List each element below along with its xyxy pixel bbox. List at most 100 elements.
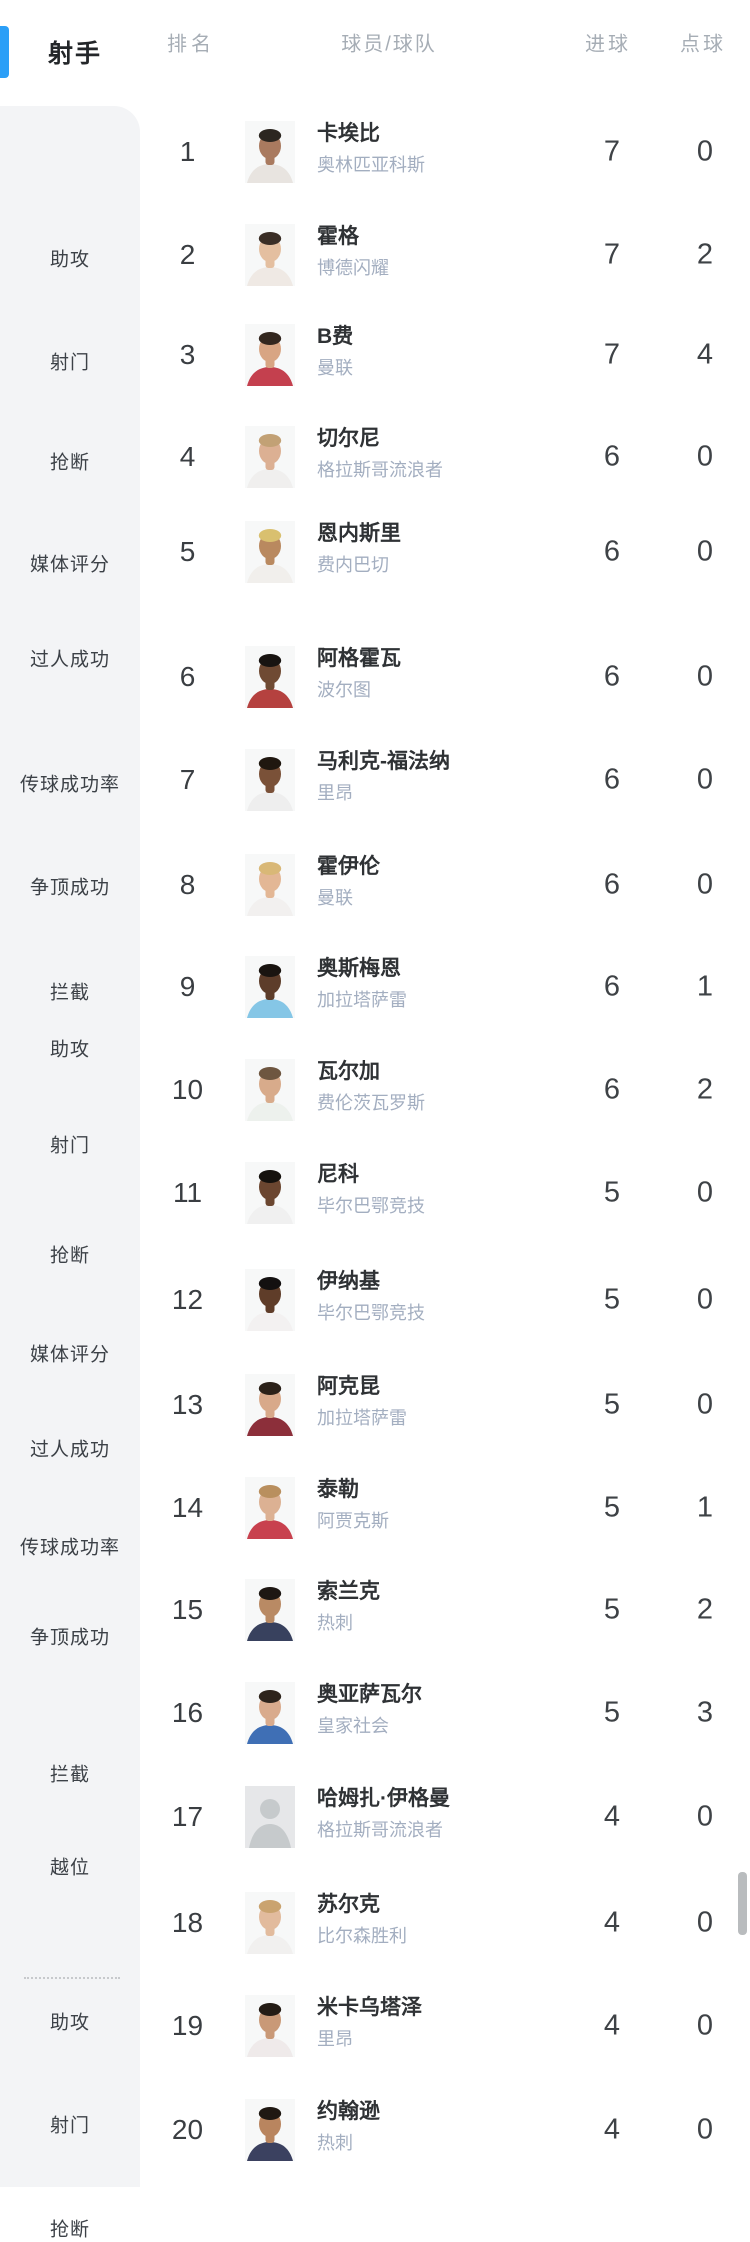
player-avatar	[245, 749, 295, 811]
column-header-penalties: 点球	[680, 33, 726, 56]
rank-value: 2	[179, 239, 196, 270]
player-avatar	[245, 1786, 295, 1848]
player-info: 卡埃比 奥林匹亚科斯	[317, 119, 562, 179]
table-row[interactable]: 4 切尔尼 格拉斯哥流浪者 6 0	[140, 405, 750, 509]
sidebar-item[interactable]: 过人成功	[0, 1435, 140, 1462]
sidebar-item[interactable]: 媒体评分	[0, 1340, 140, 1367]
table-row[interactable]: 16 奥亚萨瓦尔 皇家社会 5 3	[140, 1661, 750, 1765]
stitch-seam-dots	[24, 1977, 120, 1979]
goals-value: 5	[603, 1388, 621, 1421]
table-row[interactable]: 6 阿格霍瓦 波尔图 6 0	[140, 625, 750, 729]
rank-value: 13	[171, 1389, 204, 1420]
table-row[interactable]: 3 B费 曼联 7 4	[140, 303, 750, 407]
table-row[interactable]: 12 伊纳基 毕尔巴鄂竞技 5 0	[140, 1248, 750, 1352]
team-name: 毕尔巴鄂竞技	[317, 1303, 425, 1323]
sidebar-item-label: 射门	[49, 2115, 90, 2137]
table-row[interactable]: 14 泰勒 阿贾克斯 5 1	[140, 1456, 750, 1560]
tab-top-scorers[interactable]: 射手	[48, 40, 103, 68]
active-tab-indicator	[0, 26, 9, 78]
player-avatar	[245, 1892, 295, 1954]
goals-value: 4	[603, 1800, 621, 1833]
sidebar-item[interactable]: 拦截	[0, 978, 140, 1005]
table-row[interactable]: 20 约翰逊 热刺 4 0	[140, 2078, 750, 2182]
table-row[interactable]: 9 奥斯梅恩 加拉塔萨雷 6 1	[140, 935, 750, 1039]
sidebar-item[interactable]: 拦截	[0, 1760, 140, 1787]
sidebar-item[interactable]: 抢断	[0, 448, 140, 475]
player-avatar	[245, 426, 295, 488]
player-avatar	[245, 224, 295, 286]
player-name: 哈姆扎·伊格曼	[317, 1787, 450, 1810]
sidebar-item-label: 拦截	[49, 982, 90, 1004]
team-name: 皇家社会	[317, 1716, 389, 1736]
sidebar-item[interactable]: 抢断	[0, 2215, 140, 2242]
penalties-value: 3	[696, 1696, 714, 1729]
sidebar-item[interactable]: 射门	[0, 2111, 140, 2138]
player-info: 哈姆扎·伊格曼 格拉斯哥流浪者	[317, 1784, 562, 1844]
sidebar-item[interactable]: 助攻	[0, 1035, 140, 1062]
sidebar-item[interactable]: 传球成功率	[0, 770, 140, 797]
player-name: 瓦尔加	[317, 1060, 380, 1083]
table-row[interactable]: 10 瓦尔加 费伦茨瓦罗斯 6 2	[140, 1038, 750, 1142]
goals-value: 6	[603, 1073, 621, 1106]
player-avatar	[245, 1162, 295, 1224]
team-name: 里昂	[317, 2029, 353, 2049]
team-name: 奥林匹亚科斯	[317, 155, 425, 175]
player-info: 尼科 毕尔巴鄂竞技	[317, 1160, 562, 1220]
penalties-value: 0	[696, 440, 714, 473]
sidebar-item[interactable]: 抢断	[0, 1241, 140, 1268]
column-header-player: 球员/球队	[341, 33, 437, 56]
sidebar-item[interactable]: 争顶成功	[0, 873, 140, 900]
player-name: 约翰逊	[317, 2100, 380, 2123]
sidebar-item-label: 抢断	[49, 2219, 90, 2241]
sidebar-item[interactable]: 助攻	[0, 245, 140, 272]
table-row[interactable]: 1 卡埃比 奥林匹亚科斯 7 0	[140, 100, 750, 204]
penalties-value: 1	[696, 970, 714, 1003]
penalties-value: 0	[696, 135, 714, 168]
table-row[interactable]: 15 索兰克 热刺 5 2	[140, 1558, 750, 1662]
sidebar-item[interactable]: 助攻	[0, 2008, 140, 2035]
goals-value: 4	[603, 1906, 621, 1939]
table-row[interactable]: 19 米卡乌塔泽 里昂 4 0	[140, 1974, 750, 2078]
scrollbar-thumb[interactable]	[738, 1872, 747, 1935]
sidebar-item[interactable]: 过人成功	[0, 645, 140, 672]
sidebar-item-label: 越位	[49, 1857, 90, 1879]
table-row[interactable]: 18 苏尔克 比尔森胜利 4 0	[140, 1871, 750, 1975]
goals-value: 4	[603, 2009, 621, 2042]
penalties-value: 0	[696, 763, 714, 796]
sidebar-item[interactable]: 媒体评分	[0, 550, 140, 577]
player-name: 恩内斯里	[317, 522, 401, 545]
rank-value: 3	[179, 339, 196, 370]
sidebar-item[interactable]: 争顶成功	[0, 1623, 140, 1650]
table-row[interactable]: 7 马利克-福法纳 里昂 6 0	[140, 728, 750, 832]
sidebar-item[interactable]: 射门	[0, 1131, 140, 1158]
player-info: 霍格 博德闪耀	[317, 222, 562, 282]
player-name: 霍伊伦	[317, 855, 380, 878]
table-row[interactable]: 2 霍格 博德闪耀 7 2	[140, 203, 750, 307]
sidebar-item-label: 助攻	[49, 2012, 90, 2034]
table-row[interactable]: 11 尼科 毕尔巴鄂竞技 5 0	[140, 1141, 750, 1245]
player-avatar	[245, 324, 295, 386]
rank-value: 1	[179, 136, 196, 167]
goals-value: 7	[603, 238, 621, 271]
sidebar-item-label: 助攻	[49, 249, 90, 271]
table-row[interactable]: 13 阿克昆 加拉塔萨雷 5 0	[140, 1353, 750, 1457]
sidebar-item[interactable]: 传球成功率	[0, 1533, 140, 1560]
goals-value: 7	[603, 135, 621, 168]
penalties-value: 0	[696, 1906, 714, 1939]
player-info: 奥亚萨瓦尔 皇家社会	[317, 1680, 562, 1740]
player-info: 瓦尔加 费伦茨瓦罗斯	[317, 1057, 562, 1117]
rank-value: 5	[179, 536, 196, 567]
table-row[interactable]: 17 哈姆扎·伊格曼 格拉斯哥流浪者 4 0	[140, 1765, 750, 1869]
table-row[interactable]: 5 恩内斯里 费内巴切 6 0	[140, 500, 750, 604]
stats-category-sidebar: 助攻 射门 抢断 媒体评分 过人成功 传球成功率 争顶成功 拦截 助攻 射门 抢…	[0, 106, 140, 2241]
sidebar-item[interactable]: 越位	[0, 1853, 140, 1880]
penalties-value: 0	[696, 535, 714, 568]
rank-value: 18	[171, 1907, 204, 1938]
player-avatar	[245, 646, 295, 708]
player-avatar	[245, 121, 295, 183]
table-row[interactable]: 8 霍伊伦 曼联 6 0	[140, 833, 750, 937]
player-name: 米卡乌塔泽	[317, 1996, 422, 2019]
sidebar-item[interactable]: 射门	[0, 348, 140, 375]
sidebar-item-label: 助攻	[49, 1039, 90, 1061]
player-avatar	[245, 1059, 295, 1121]
